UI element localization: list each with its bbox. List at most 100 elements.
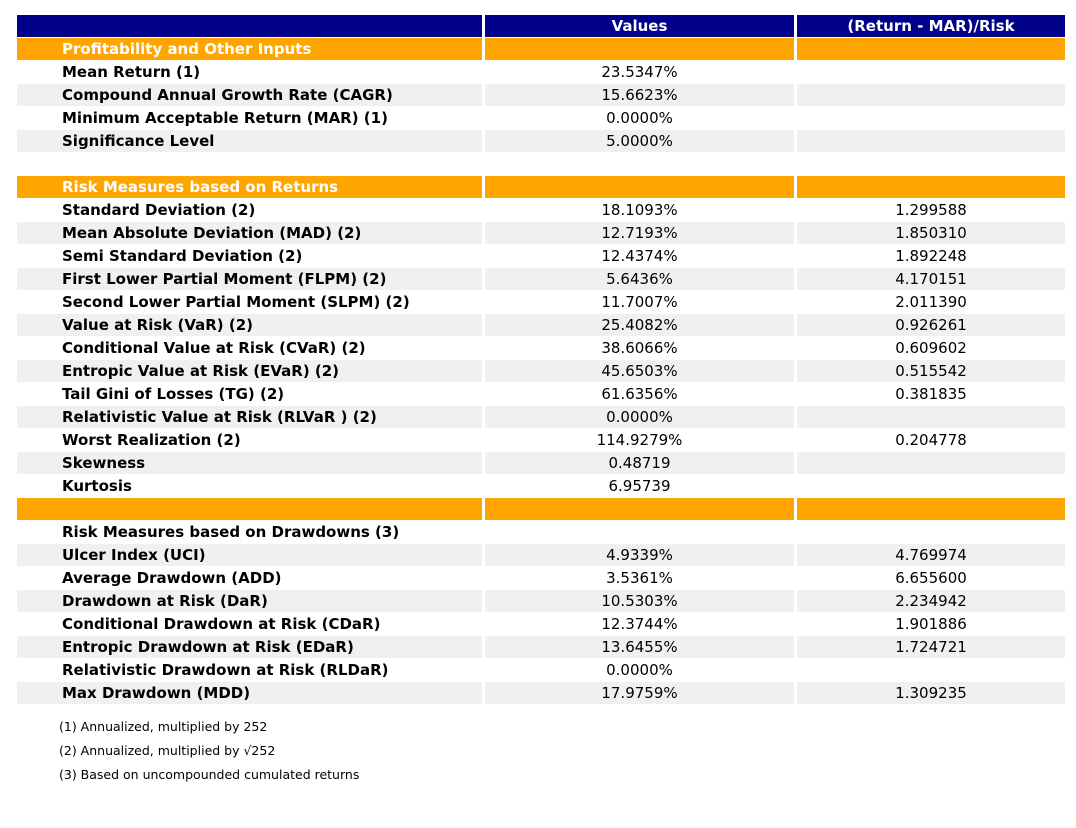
table-row: Minimum Acceptable Return (MAR) (1) 0.000…	[17, 107, 1065, 129]
value-cell	[485, 176, 794, 198]
table-row: Skewness 0.48719	[17, 452, 1065, 474]
value-cell: 6.95739	[608, 477, 671, 495]
ratio-cell	[797, 38, 1065, 60]
ratio-cell	[797, 84, 1065, 106]
metric-label-cell: Worst Realization (2)	[62, 431, 241, 449]
ratio-cell: 1.901886	[895, 615, 967, 633]
metric-label-cell: Risk Measures based on Returns	[62, 178, 339, 196]
value-cell: 13.6455%	[601, 638, 678, 656]
ratio-cell	[797, 521, 1065, 543]
section-header-row	[17, 498, 1065, 520]
value-cell: 4.9339%	[606, 546, 673, 564]
header-metric-column	[17, 15, 482, 37]
value-cell: 10.5303%	[601, 592, 678, 610]
table-row: Drawdown at Risk (DaR) 10.5303% 2.234942	[17, 590, 1065, 612]
subheader-row: Risk Measures based on Drawdowns (3)	[17, 521, 1065, 543]
ratio-cell	[797, 176, 1065, 198]
ratio-cell: 0.381835	[895, 385, 967, 403]
value-cell: 45.6503%	[601, 362, 678, 380]
table-row: Standard Deviation (2) 18.1093% 1.299588	[17, 199, 1065, 221]
table-row: Significance Level 5.0000%	[17, 130, 1065, 152]
section-header-row: Profitability and Other Inputs	[17, 38, 1065, 60]
metric-label-cell: Semi Standard Deviation (2)	[62, 247, 303, 265]
table-body: Profitability and Other Inputs Mean Retur…	[17, 38, 1065, 704]
table-row: Worst Realization (2) 114.9279% 0.204778	[17, 429, 1065, 451]
metric-label-cell: Value at Risk (VaR) (2)	[62, 316, 254, 334]
table-row: First Lower Partial Moment (FLPM) (2) 5.6…	[17, 268, 1065, 290]
table-row: Kurtosis 6.95739	[17, 475, 1065, 497]
metric-label-cell	[17, 153, 482, 175]
ratio-cell: 0.515542	[895, 362, 967, 380]
ratio-cell	[797, 452, 1065, 474]
table-row: Semi Standard Deviation (2) 12.4374% 1.892…	[17, 245, 1065, 267]
metric-label-cell: Entropic Value at Risk (EVaR) (2)	[62, 362, 340, 380]
metric-label-cell: First Lower Partial Moment (FLPM) (2)	[62, 270, 387, 288]
value-cell: 5.6436%	[606, 270, 673, 288]
report-page: Values (Return - MAR)/Risk Profitability…	[17, 15, 1068, 787]
table-row: Relativistic Drawdown at Risk (RLDaR) 0.0…	[17, 659, 1065, 681]
metric-label-cell: Entropic Drawdown at Risk (EDaR)	[62, 638, 354, 656]
ratio-cell: 1.850310	[895, 224, 967, 242]
value-cell	[485, 521, 794, 543]
ratio-cell: 4.170151	[895, 270, 967, 288]
ratio-cell	[797, 61, 1065, 83]
metric-label-cell: Relativistic Value at Risk (RLVaR ) (2)	[62, 408, 377, 426]
ratio-cell: 6.655600	[895, 569, 967, 587]
value-cell	[485, 38, 794, 60]
table-row: Max Drawdown (MDD) 17.9759% 1.309235	[17, 682, 1065, 704]
footnotes: (1) Annualized, multiplied by 252 (2) Ann…	[59, 715, 1068, 787]
table-row: Average Drawdown (ADD) 3.5361% 6.655600	[17, 567, 1065, 589]
value-cell: 11.7007%	[601, 293, 678, 311]
value-cell: 114.9279%	[596, 431, 683, 449]
value-cell	[485, 153, 794, 175]
metric-label-cell: Relativistic Drawdown at Risk (RLDaR)	[62, 661, 389, 679]
table-row: Mean Return (1) 23.5347%	[17, 61, 1065, 83]
table-row: Compound Annual Growth Rate (CAGR) 15.662…	[17, 84, 1065, 106]
metric-label-cell: Conditional Drawdown at Risk (CDaR)	[62, 615, 381, 633]
value-cell: 0.0000%	[606, 109, 673, 127]
table-row: Conditional Value at Risk (CVaR) (2) 38.6…	[17, 337, 1065, 359]
table-row: Entropic Value at Risk (EVaR) (2) 45.6503…	[17, 360, 1065, 382]
metric-label-cell: Minimum Acceptable Return (MAR) (1)	[62, 109, 388, 127]
ratio-cell: 1.892248	[895, 247, 967, 265]
value-cell: 23.5347%	[601, 63, 678, 81]
table-row: Value at Risk (VaR) (2) 25.4082% 0.926261	[17, 314, 1065, 336]
ratio-cell: 4.769974	[895, 546, 967, 564]
footnote: (2) Annualized, multiplied by √252	[59, 743, 276, 758]
metric-label-cell: Kurtosis	[62, 477, 132, 495]
value-cell: 38.6066%	[601, 339, 678, 357]
ratio-cell: 0.609602	[895, 339, 967, 357]
metric-label-cell: Compound Annual Growth Rate (CAGR)	[62, 86, 393, 104]
ratio-cell	[797, 475, 1065, 497]
footnote: (1) Annualized, multiplied by 252	[59, 719, 268, 734]
metric-label-cell: Standard Deviation (2)	[62, 201, 256, 219]
value-cell: 12.7193%	[601, 224, 678, 242]
metric-label-cell: Mean Return (1)	[62, 63, 201, 81]
section-header-row: Risk Measures based on Returns	[17, 176, 1065, 198]
ratio-cell	[797, 153, 1065, 175]
value-cell: 25.4082%	[601, 316, 678, 334]
metric-label-cell: Risk Measures based on Drawdowns (3)	[62, 523, 400, 541]
ratio-cell: 2.011390	[895, 293, 967, 311]
ratio-cell	[797, 498, 1065, 520]
ratio-cell: 1.309235	[895, 684, 967, 702]
metric-label-cell: Drawdown at Risk (DaR)	[62, 592, 268, 610]
ratio-cell: 2.234942	[895, 592, 967, 610]
ratio-cell	[797, 406, 1065, 428]
table-row: Mean Absolute Deviation (MAD) (2) 12.7193…	[17, 222, 1065, 244]
metric-label-cell: Significance Level	[62, 132, 215, 150]
table-row: Conditional Drawdown at Risk (CDaR) 12.37…	[17, 613, 1065, 635]
metric-label-cell: Mean Absolute Deviation (MAD) (2)	[62, 224, 362, 242]
value-cell: 5.0000%	[606, 132, 673, 150]
metric-label-cell	[17, 498, 482, 520]
table-row: Ulcer Index (UCI) 4.9339% 4.769974	[17, 544, 1065, 566]
value-cell	[485, 498, 794, 520]
table-row: Entropic Drawdown at Risk (EDaR) 13.6455%…	[17, 636, 1065, 658]
header-row: Values (Return - MAR)/Risk	[17, 15, 1065, 37]
value-cell: 0.48719	[608, 454, 671, 472]
metric-label-cell: Max Drawdown (MDD)	[62, 684, 251, 702]
value-cell: 12.3744%	[601, 615, 678, 633]
header-values-column: Values	[485, 15, 794, 37]
value-cell: 17.9759%	[601, 684, 678, 702]
value-cell: 0.0000%	[606, 408, 673, 426]
